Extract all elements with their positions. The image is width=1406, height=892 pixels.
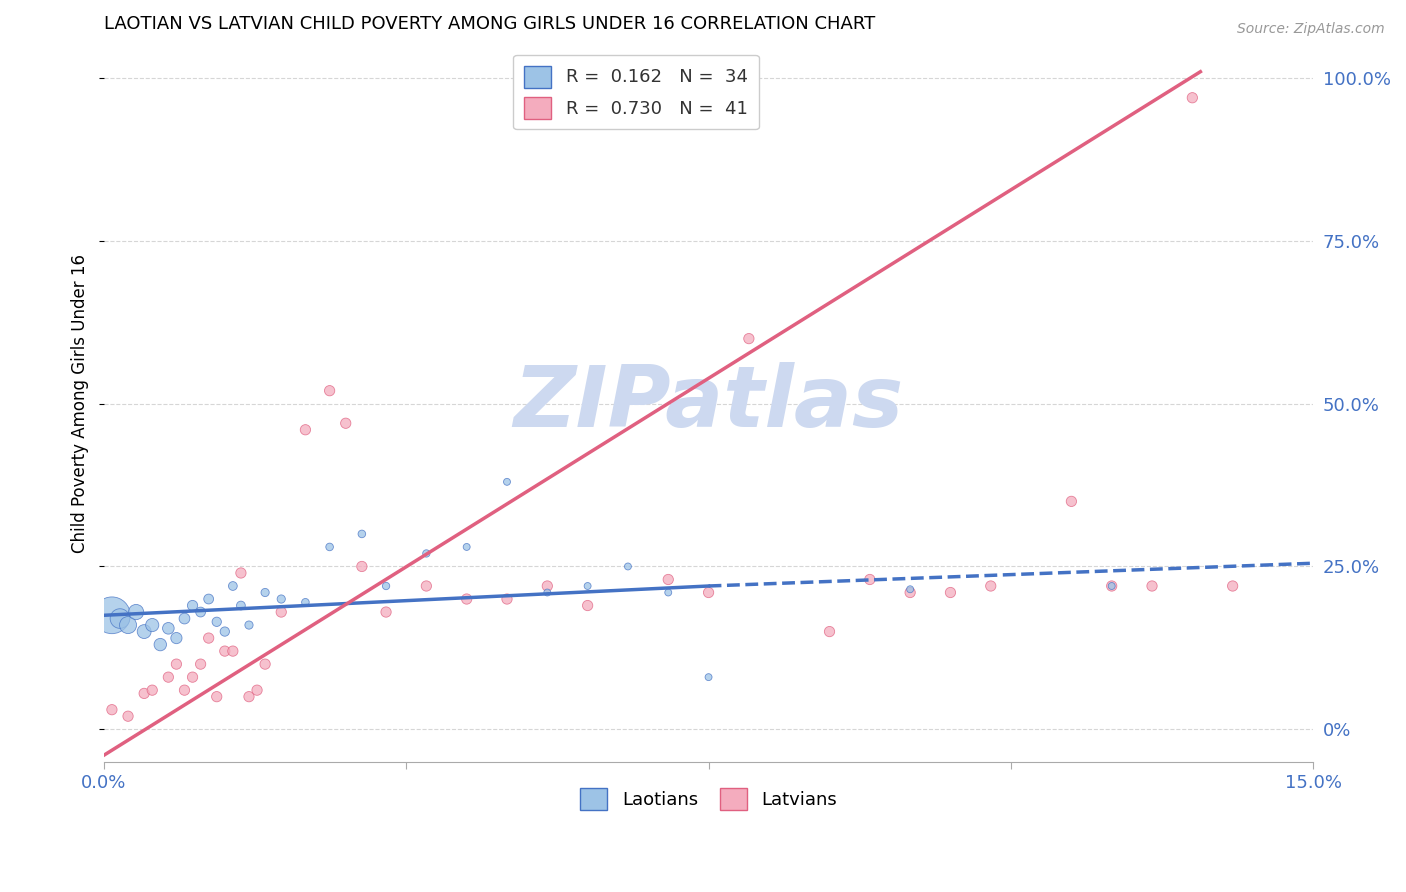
Point bbox=[157, 621, 180, 635]
Point bbox=[617, 559, 640, 574]
Point bbox=[1101, 579, 1123, 593]
Point bbox=[134, 686, 156, 700]
Point bbox=[229, 599, 252, 613]
Point bbox=[190, 605, 212, 619]
Point bbox=[1222, 579, 1244, 593]
Point bbox=[536, 579, 558, 593]
Text: LAOTIAN VS LATVIAN CHILD POVERTY AMONG GIRLS UNDER 16 CORRELATION CHART: LAOTIAN VS LATVIAN CHILD POVERTY AMONG G… bbox=[104, 15, 875, 33]
Point bbox=[229, 566, 252, 580]
Point bbox=[205, 615, 228, 629]
Point bbox=[898, 582, 921, 597]
Point bbox=[254, 585, 277, 599]
Point bbox=[181, 670, 204, 684]
Legend: Laotians, Latvians: Laotians, Latvians bbox=[574, 780, 844, 817]
Point bbox=[222, 579, 245, 593]
Y-axis label: Child Poverty Among Girls Under 16: Child Poverty Among Girls Under 16 bbox=[72, 254, 89, 553]
Point bbox=[375, 579, 398, 593]
Point bbox=[197, 631, 219, 645]
Point bbox=[238, 618, 260, 632]
Point bbox=[205, 690, 228, 704]
Point bbox=[141, 683, 163, 698]
Point bbox=[898, 585, 921, 599]
Text: Source: ZipAtlas.com: Source: ZipAtlas.com bbox=[1237, 22, 1385, 37]
Point bbox=[246, 683, 269, 698]
Point bbox=[576, 599, 599, 613]
Point bbox=[335, 416, 357, 430]
Point bbox=[415, 546, 437, 560]
Point bbox=[657, 585, 679, 599]
Point bbox=[697, 585, 720, 599]
Point bbox=[173, 611, 195, 625]
Point bbox=[1101, 579, 1123, 593]
Point bbox=[101, 703, 124, 717]
Point bbox=[818, 624, 841, 639]
Point bbox=[318, 540, 340, 554]
Point bbox=[294, 595, 316, 609]
Point bbox=[173, 683, 195, 698]
Point bbox=[350, 527, 373, 541]
Point bbox=[697, 670, 720, 684]
Point bbox=[350, 559, 373, 574]
Point bbox=[125, 605, 148, 619]
Text: ZIPatlas: ZIPatlas bbox=[513, 362, 904, 445]
Point bbox=[197, 592, 219, 607]
Point bbox=[456, 540, 478, 554]
Point bbox=[980, 579, 1002, 593]
Point bbox=[496, 592, 519, 607]
Point bbox=[456, 592, 478, 607]
Point bbox=[181, 599, 204, 613]
Point bbox=[270, 592, 292, 607]
Point bbox=[214, 624, 236, 639]
Point bbox=[939, 585, 962, 599]
Point bbox=[134, 624, 156, 639]
Point bbox=[214, 644, 236, 658]
Point bbox=[576, 579, 599, 593]
Point bbox=[294, 423, 316, 437]
Point bbox=[859, 573, 882, 587]
Point bbox=[1140, 579, 1163, 593]
Point bbox=[1060, 494, 1083, 508]
Point bbox=[117, 618, 139, 632]
Point bbox=[375, 605, 398, 619]
Point bbox=[157, 670, 180, 684]
Point bbox=[318, 384, 340, 398]
Point bbox=[101, 608, 124, 623]
Point bbox=[117, 709, 139, 723]
Point bbox=[254, 657, 277, 672]
Point bbox=[270, 605, 292, 619]
Point bbox=[165, 657, 187, 672]
Point bbox=[415, 579, 437, 593]
Point bbox=[190, 657, 212, 672]
Point bbox=[222, 644, 245, 658]
Point bbox=[657, 573, 679, 587]
Point bbox=[108, 611, 131, 625]
Point bbox=[165, 631, 187, 645]
Point bbox=[496, 475, 519, 489]
Point bbox=[536, 585, 558, 599]
Point bbox=[1181, 91, 1204, 105]
Point bbox=[238, 690, 260, 704]
Point bbox=[738, 332, 761, 346]
Point bbox=[149, 638, 172, 652]
Point bbox=[141, 618, 163, 632]
